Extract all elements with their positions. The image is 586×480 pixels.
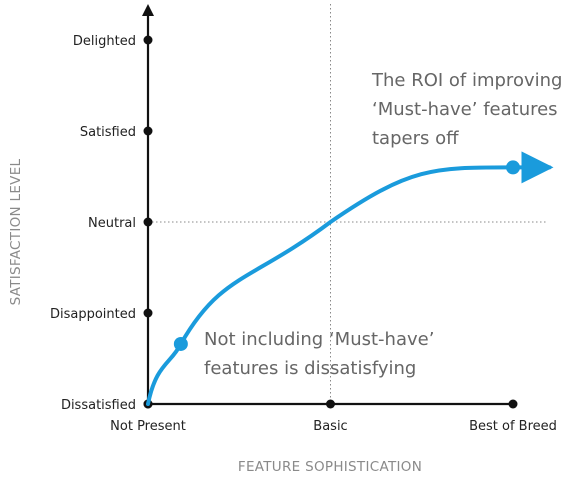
y-tick-mark xyxy=(143,308,153,318)
y-tick-label: Satisfied xyxy=(80,125,136,140)
y-axis-arrowhead xyxy=(142,4,154,16)
y-tick-label: Disappointed xyxy=(50,307,136,322)
y-tick-mark xyxy=(143,35,153,45)
x-tick-label: Best of Breed xyxy=(469,419,557,434)
y-axis-ticks: Dissatisfied Disappointed Neutral Satisfied… xyxy=(50,34,153,413)
y-axis-title: SATISFACTION LEVEL xyxy=(8,158,24,305)
x-tick-mark xyxy=(326,399,335,409)
annotation-line: Not including ‘Must-have’ xyxy=(204,329,434,350)
annotation-line: tapers off xyxy=(372,128,459,149)
annotation-dissatisfying: Not including ‘Must-have’ features is di… xyxy=(204,329,434,379)
y-tick-mark xyxy=(143,126,153,136)
annotation-roi-tapers: The ROI of improving ‘Must-have’ feature… xyxy=(371,70,562,149)
curve-point xyxy=(173,336,188,351)
annotation-line: ‘Must-have’ features xyxy=(372,99,558,120)
y-tick-label: Neutral xyxy=(88,216,136,231)
curve-markers xyxy=(173,160,520,351)
y-tick-label: Dissatisfied xyxy=(61,398,136,413)
x-tick-label: Not Present xyxy=(110,419,186,434)
satisfaction-curve xyxy=(146,151,554,406)
curve-point xyxy=(506,160,520,175)
annotation-line: features is dissatisfying xyxy=(204,358,416,379)
y-tick-mark xyxy=(143,217,153,227)
x-tick-label: Basic xyxy=(313,419,347,434)
annotation-line: The ROI of improving xyxy=(371,70,562,91)
x-tick-mark xyxy=(508,399,518,409)
x-axis-title: FEATURE SOPHISTICATION xyxy=(238,459,422,475)
y-tick-label: Delighted xyxy=(73,34,136,49)
